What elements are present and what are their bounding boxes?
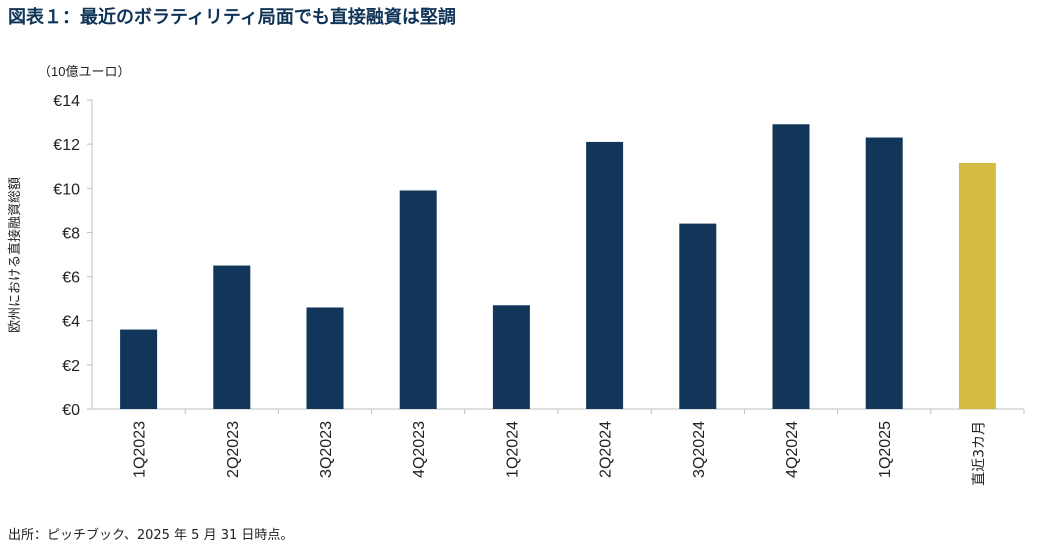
x-ticks: 1Q2023 2Q2023 3Q2023 4Q2023 1Q2024 2Q2024 3Q20… xyxy=(132,409,1025,486)
x-tick-label: 3Q2023 xyxy=(318,421,335,478)
x-tick-label: 2Q2024 xyxy=(598,421,615,478)
x-tick-label: 2Q2023 xyxy=(225,421,242,478)
bar-chart: （10億ユーロ） 欧州における直接融資総額 €0 €2 €4 €6 €8 €10 €12 €1… xyxy=(7,64,1025,486)
bar xyxy=(958,162,996,409)
x-tick-label: 1Q2024 xyxy=(504,421,521,478)
x-tick-label: 4Q2024 xyxy=(784,421,801,478)
x-tick-label: 1Q2023 xyxy=(132,421,149,478)
x-tick-label: 4Q2023 xyxy=(411,421,428,478)
bar xyxy=(772,124,810,410)
y-tick-label: €4 xyxy=(62,314,80,331)
bar xyxy=(399,190,437,409)
y-tick-label: €10 xyxy=(53,181,80,198)
x-tick-label: 直近3カ月 xyxy=(970,421,987,486)
y-tick-label: €0 xyxy=(62,402,80,419)
bar xyxy=(679,223,717,409)
y-axis-label: 欧州における直接融資総額 xyxy=(7,177,23,333)
y-tick-label: €6 xyxy=(62,270,80,287)
figure-title: 図表１：最近のボラティリティ局面でも直接融資は堅調 xyxy=(8,7,456,28)
x-tick-label: 3Q2024 xyxy=(691,421,708,478)
bar xyxy=(306,307,344,409)
bar xyxy=(120,329,158,409)
y-ticks: €0 €2 €4 €6 €8 €10 €12 €14 xyxy=(53,93,92,419)
bar xyxy=(586,141,624,409)
bar xyxy=(213,265,251,409)
source-note: 出所：ピッチブック、2025 年 5 月 31 日時点。 xyxy=(8,528,294,543)
x-tick-label: 1Q2025 xyxy=(877,421,894,478)
y-tick-label: €14 xyxy=(53,93,80,110)
bar xyxy=(492,305,530,409)
y-tick-label: €2 xyxy=(62,358,80,375)
unit-label: （10億ユーロ） xyxy=(38,64,130,79)
y-tick-label: €12 xyxy=(53,137,80,154)
bars xyxy=(120,124,996,410)
bar xyxy=(865,137,903,409)
y-tick-label: €8 xyxy=(62,225,80,242)
